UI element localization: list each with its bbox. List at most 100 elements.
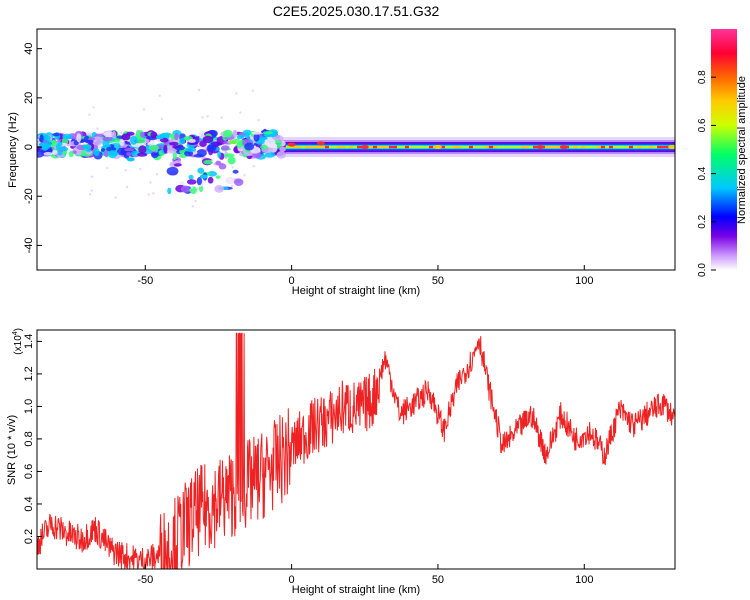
spectrogram-blob [139, 131, 145, 138]
spectrogram-blob [148, 144, 160, 151]
spectrogram-cell [416, 145, 421, 149]
spectrogram-blob [196, 177, 203, 186]
spectrogram-blob [251, 131, 262, 135]
spectrogram-cell [408, 145, 413, 149]
spectrogram-blob [88, 139, 94, 144]
spectrogram-blob [234, 178, 244, 187]
y-tick-label: 0 [23, 144, 35, 150]
spectrogram-outlier [235, 92, 238, 95]
x-tick-label: 100 [575, 275, 593, 287]
spectrogram-panel: -50 0 50 100 -40 -20 0 20 40 Height of straight… [7, 28, 676, 297]
x-tick-label: 50 [432, 275, 444, 287]
spectrogram-outlier [90, 189, 94, 192]
colorbar-tick-label: 0.0 [697, 263, 708, 277]
spectrogram-blob [243, 132, 250, 139]
spectrogram-blob [126, 152, 132, 156]
spectrogram-blob [110, 151, 119, 156]
spectrogram-blob [223, 153, 235, 158]
y-tick-label: -20 [23, 188, 35, 204]
spectrogram-blob [262, 131, 274, 135]
spectrogram-cell [368, 145, 373, 149]
snr-y-ticks: 0.2 0.4 0.6 0.8 1.0 1.2 1.4 [23, 334, 42, 544]
spectrogram-cell [348, 145, 353, 149]
spectrogram-outlier [88, 193, 92, 196]
spectrogram-outlier [251, 89, 255, 92]
spectrogram-outlier [155, 173, 159, 176]
snr-multiplier-exponent: 4 [12, 331, 19, 335]
spectrogram-blob [185, 147, 197, 153]
spectrogram-blob [124, 148, 135, 152]
spectrogram-cell [556, 145, 561, 149]
y-tick-label: 0.2 [23, 529, 35, 544]
spectrogram-blob [179, 181, 185, 186]
spectrogram-blob [225, 176, 235, 185]
spectrogram-blob [206, 144, 214, 152]
spectrogram-cell [620, 145, 625, 149]
spectrogram-peak [668, 145, 675, 150]
spectrogram-blob [56, 151, 63, 156]
y-tick-label: 0.8 [23, 431, 35, 446]
spectrogram-outlier [92, 106, 95, 109]
spectrogram-outlier [253, 145, 257, 148]
spectrogram-cell [324, 145, 329, 149]
spectrogram-blob [172, 145, 180, 149]
spectrogram-x-ticks: -50 0 50 100 [137, 265, 593, 287]
spectrogram-blob [150, 131, 158, 139]
spectrogram-cell [580, 145, 585, 149]
spectrogram-outlier [220, 116, 223, 119]
spectrogram-blob [93, 148, 100, 157]
spectrogram-blob [52, 132, 60, 137]
colorbar: 0.0 0.2 0.4 0.6 0.8 Normalized spectral ampl… [697, 29, 748, 277]
spectrogram-blob [117, 147, 126, 156]
spectrogram-cell [376, 145, 381, 149]
y-tick-label: 0.6 [23, 464, 35, 479]
spectrogram-blob [121, 133, 131, 141]
y-tick-label: 1.2 [23, 366, 35, 381]
spectrogram-cell [484, 145, 489, 149]
spectrogram-peak [155, 135, 164, 140]
spectrogram-blob [197, 167, 205, 174]
spectrogram-peak [229, 140, 238, 145]
spectrogram-cell [660, 145, 665, 149]
spectrogram-blob [87, 137, 95, 141]
spectrogram-blob [102, 139, 110, 147]
spectrogram-blob [217, 150, 222, 159]
spectrogram-cell [532, 145, 537, 149]
spectrogram-heatmap [37, 88, 675, 208]
spectrogram-cell [636, 145, 641, 149]
y-tick-label: 40 [23, 43, 35, 55]
spectrogram-cell [320, 145, 325, 149]
spectrogram-blob [150, 152, 157, 156]
spectrogram-y-ticks: -40 -20 0 20 40 [23, 43, 42, 253]
spectrogram-cell [404, 145, 409, 149]
spectrogram-cell [468, 145, 473, 149]
spectrogram-blob [186, 179, 197, 185]
spectrogram-blob [215, 160, 222, 166]
spectrogram-cell [352, 145, 357, 149]
spectrogram-blob [43, 151, 53, 156]
spectrogram-cell [640, 145, 645, 149]
spectrogram-cell [472, 145, 477, 149]
spectrogram-outlier [243, 174, 246, 177]
spectrogram-blob [76, 133, 82, 143]
spectrogram-cell [304, 145, 309, 149]
spectrogram-outlier [201, 116, 204, 119]
spectrogram-outlier [105, 166, 109, 170]
spectrogram-cell [604, 145, 609, 149]
spectrogram-outlier [149, 181, 152, 184]
spectrogram-cell [496, 145, 501, 149]
spectrogram-blob [264, 152, 276, 158]
spectrogram-cell [644, 145, 649, 149]
spectrogram-blob [227, 156, 236, 165]
spectrogram-blob [207, 176, 214, 184]
spectrogram-outlier [230, 184, 234, 188]
spectrogram-cell [448, 145, 453, 149]
spectrogram-outlier [231, 166, 234, 169]
spectrogram-outlier [152, 192, 155, 195]
spectrogram-blob [103, 131, 115, 138]
spectrogram-cell [568, 145, 573, 149]
spectrogram-outlier [120, 131, 123, 134]
snr-frame [36, 329, 676, 570]
spectrogram-blob [178, 137, 186, 145]
spectrogram-outlier [190, 186, 193, 189]
